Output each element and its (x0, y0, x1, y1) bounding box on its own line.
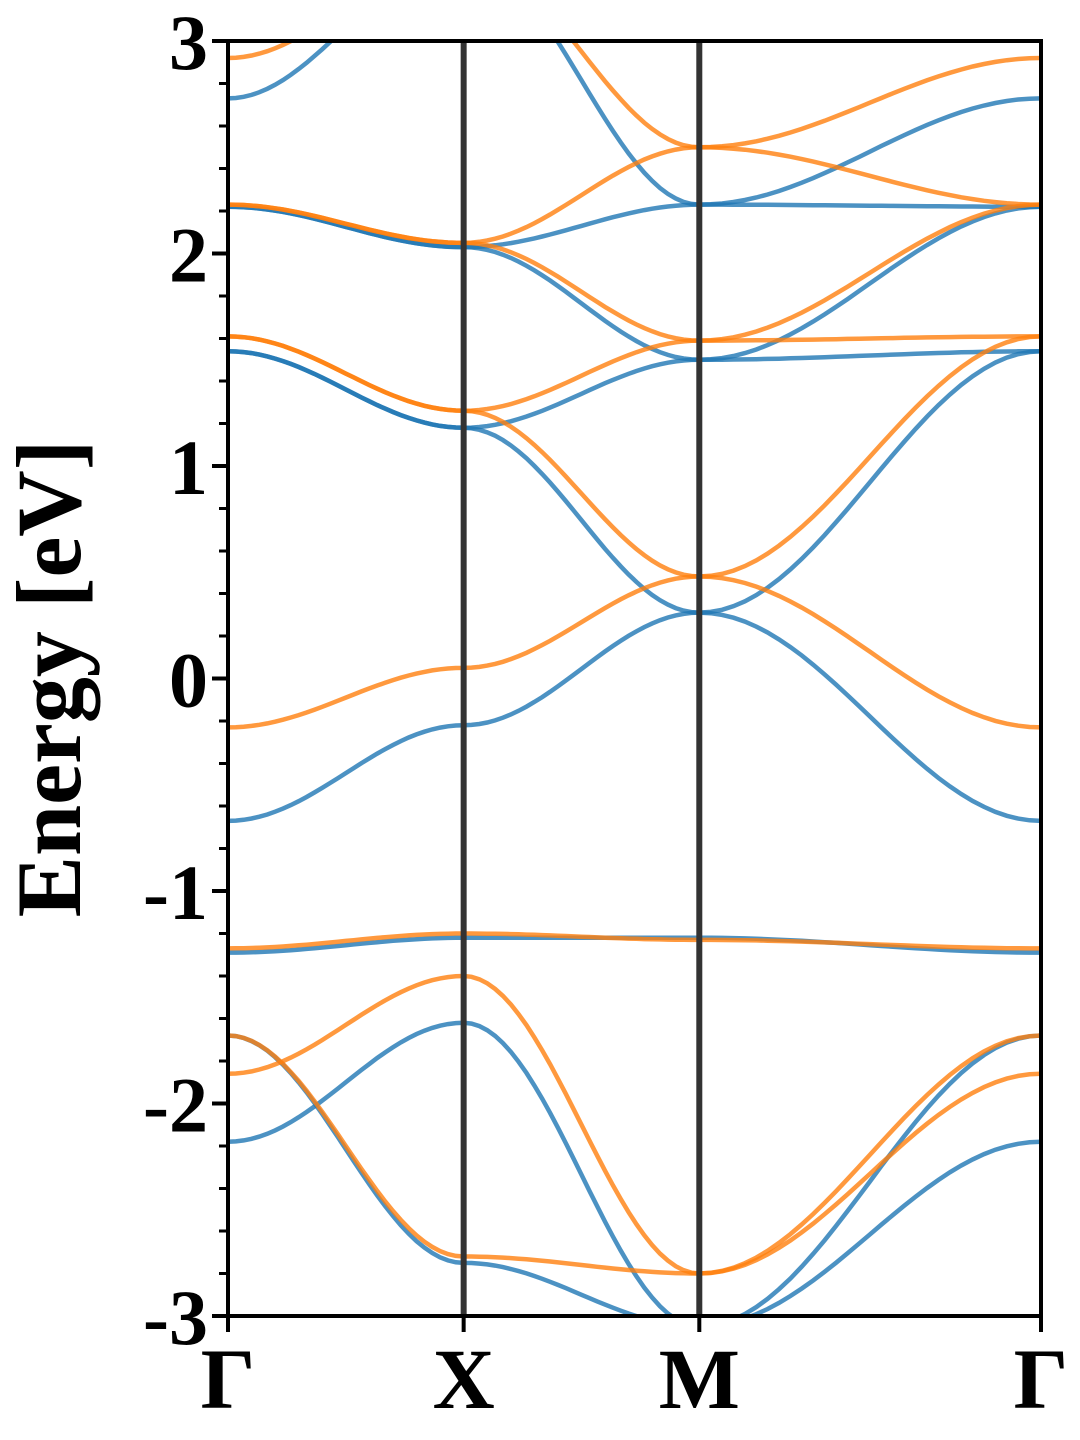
series-a-band-1 (228, 1020, 1041, 1316)
y-tick-label: 3 (169, 0, 208, 86)
series-b-band-3 (228, 931, 1041, 951)
high-symmetry-lines (460, 41, 703, 1316)
x-tick-label: Γ (201, 1331, 256, 1427)
series-b-band-6 (228, 334, 1041, 414)
series-b-band-1 (228, 973, 1041, 1276)
y-tick-label: 1 (169, 424, 208, 511)
y-axis-label: Energy [eV] (0, 440, 100, 918)
x-tick-label: X (433, 1331, 495, 1427)
series-b-band-2 (228, 1033, 1041, 1276)
y-tick-label: 0 (169, 637, 208, 724)
y-tick-label: -1 (143, 849, 208, 936)
series-a-band-4 (228, 610, 1041, 824)
plot-frame (226, 39, 1043, 1318)
series-a-band-0 (228, 1359, 1041, 1440)
series-b-band-4 (228, 574, 1041, 730)
series-a-band-9 (228, 41, 1041, 207)
x-tick-label: M (659, 1331, 740, 1427)
series-b-bands (228, 41, 1041, 1440)
y-tick-label: 2 (169, 212, 208, 299)
series-a-band-8 (228, 202, 1041, 250)
series-b-band-8 (228, 145, 1041, 246)
series-a-band-6 (228, 349, 1041, 431)
series-b-band-0 (228, 1359, 1041, 1440)
y-tick-label: -3 (143, 1274, 208, 1361)
x-tick-label: Γ (1014, 1331, 1069, 1427)
y-axis-ticks: 3 2 1 0 -1 -2 -3 (143, 0, 228, 1361)
series-b-band-9 (228, 41, 1041, 150)
y-tick-label: -2 (143, 1062, 208, 1149)
